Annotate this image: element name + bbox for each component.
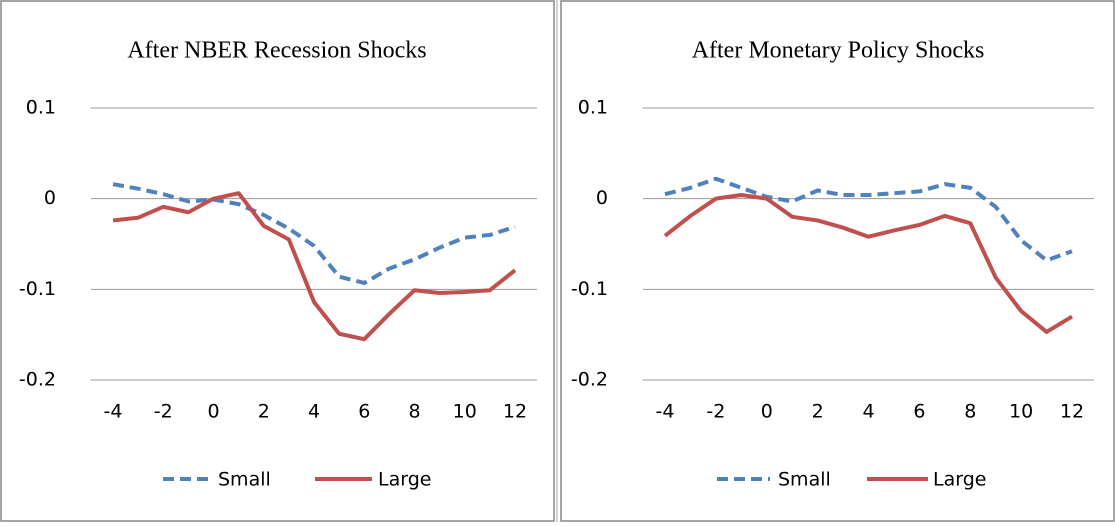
x-tick-label: 2 [258, 401, 270, 423]
y-tick-label: -0.2 [19, 369, 56, 391]
x-tick-label: -4 [656, 401, 675, 423]
x-tick-label: 12 [503, 401, 527, 423]
y-tick-label: -0.1 [19, 278, 56, 300]
x-tick-label: -2 [154, 401, 173, 423]
x-tick-label: 6 [913, 401, 925, 423]
x-tick-label: 12 [1060, 401, 1084, 423]
y-tick-label: 0.1 [578, 97, 608, 119]
y-tick-label: -0.1 [571, 278, 608, 300]
x-tick-label: 10 [453, 401, 477, 423]
x-tick-label: 4 [862, 401, 874, 423]
series-line [112, 191, 517, 342]
legend-label: Large [378, 469, 431, 491]
x-tick-label: 0 [761, 401, 773, 423]
x-tick-label: 6 [358, 401, 370, 423]
series-line [664, 176, 1073, 263]
y-tick-label: 0 [44, 187, 56, 209]
x-tick-label: -2 [706, 401, 725, 423]
series-line [663, 193, 1074, 334]
legend-label: Small [778, 469, 831, 491]
legend-label: Large [933, 469, 986, 491]
x-tick-label: 2 [812, 401, 824, 423]
panel-frame [0, 0, 555, 522]
panel-frame [560, 0, 1115, 522]
x-tick-label: 8 [964, 401, 976, 423]
y-tick-label: 0 [596, 187, 608, 209]
chart-title: After Monetary Policy Shocks [692, 38, 985, 64]
series-line [112, 182, 516, 285]
x-tick-label: 0 [207, 401, 219, 423]
chart-title: After NBER Recession Shocks [127, 38, 426, 64]
x-tick-label: -4 [104, 401, 123, 423]
y-tick-label: -0.2 [571, 369, 608, 391]
y-tick-label: 0.1 [26, 97, 56, 119]
x-tick-label: 4 [308, 401, 320, 423]
x-tick-label: 10 [1009, 401, 1033, 423]
legend-label: Small [218, 469, 271, 491]
x-tick-label: 8 [408, 401, 420, 423]
